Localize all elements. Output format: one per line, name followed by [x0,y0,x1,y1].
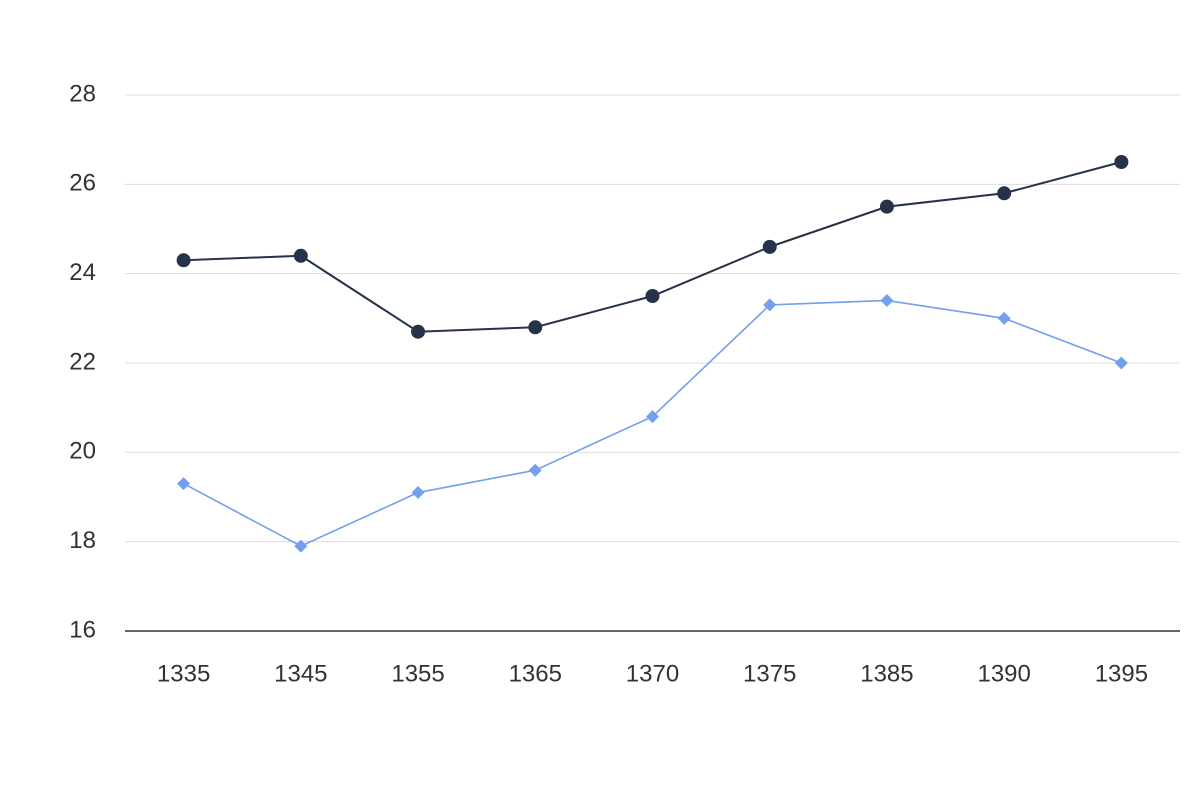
y-tick-label: 20 [69,438,96,465]
x-tick-label: 1345 [274,660,327,687]
marker [1114,356,1128,370]
y-tick-label: 26 [69,170,96,197]
marker [294,539,308,553]
marker [645,289,660,303]
marker [528,463,542,477]
x-tick-label: 1370 [626,660,679,687]
marker [1114,155,1129,169]
marker [528,320,543,335]
y-tick-label: 18 [69,527,96,554]
marker [763,298,777,312]
marker [762,239,777,254]
marker [646,410,659,424]
marker [997,186,1012,201]
y-tick-label: 16 [69,616,96,643]
y-tick-label: 22 [69,348,96,375]
y-tick-label: 28 [69,80,96,107]
marker [411,324,426,339]
x-tick-label: 1395 [1095,660,1148,687]
marker [176,253,191,268]
x-tick-label: 1375 [743,660,796,687]
marker [880,293,894,307]
x-tick-label: 1365 [509,660,562,687]
y-tick-label: 24 [69,259,96,286]
marker [293,248,308,263]
x-tick-label: 1390 [977,660,1030,687]
x-tick-label: 1355 [391,660,444,687]
x-tick-label: 1385 [860,660,913,687]
marker [177,477,191,491]
marker [997,311,1011,325]
marker [879,199,894,214]
x-tick-label: 1335 [157,660,210,687]
marker [411,486,425,500]
